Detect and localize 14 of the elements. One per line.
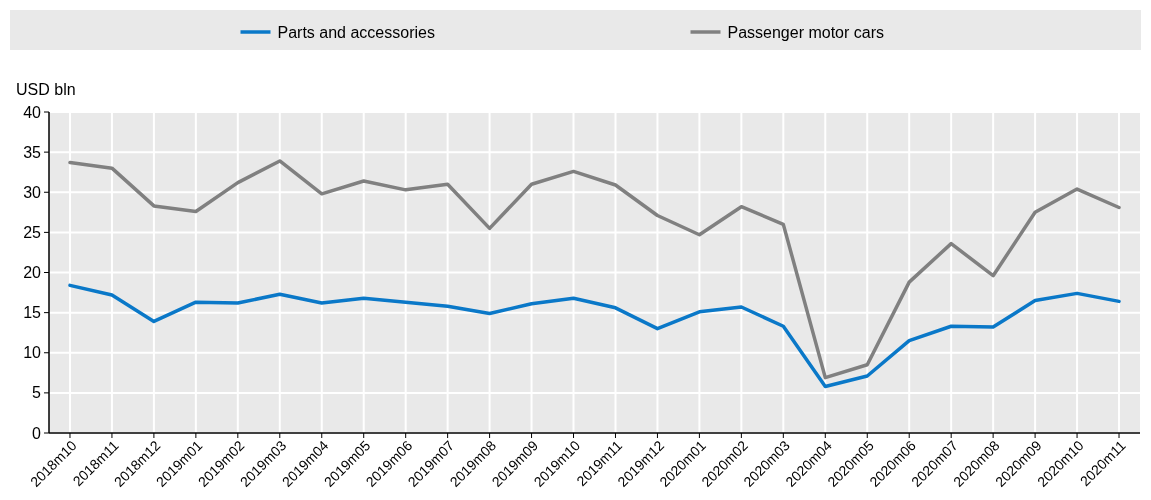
y-tick-label: 30 [23, 183, 42, 201]
y-tick-label: 35 [23, 143, 42, 161]
y-tick-label: 0 [32, 424, 42, 442]
y-axis-title: USD bln [16, 81, 76, 98]
y-tick-label: 10 [23, 344, 42, 362]
y-tick-label: 15 [23, 304, 42, 322]
legend-label: Passenger motor cars [727, 24, 885, 41]
line-series [68, 159, 1121, 380]
y-tick-label: 20 [23, 264, 42, 282]
legend-label: Parts and accessories [277, 24, 435, 41]
line-series [68, 283, 1121, 389]
y-tick-label: 25 [23, 223, 42, 241]
y-tick-label: 40 [23, 103, 42, 121]
y-tick-label: 5 [32, 384, 42, 402]
